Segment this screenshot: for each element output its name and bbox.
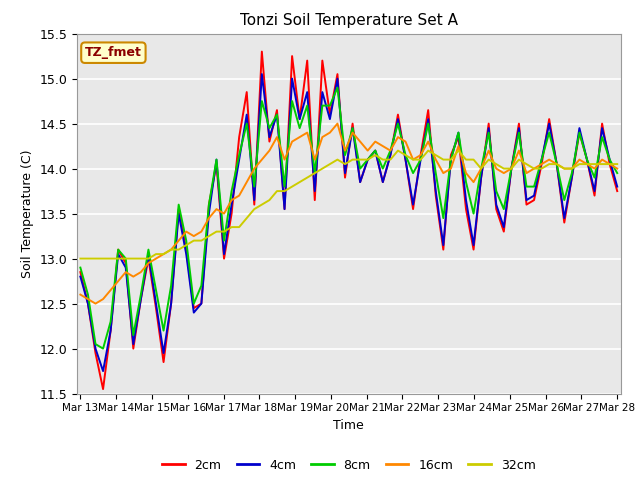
- X-axis label: Time: Time: [333, 419, 364, 432]
- Y-axis label: Soil Temperature (C): Soil Temperature (C): [20, 149, 34, 278]
- Legend: 2cm, 4cm, 8cm, 16cm, 32cm: 2cm, 4cm, 8cm, 16cm, 32cm: [157, 454, 541, 477]
- Title: Tonzi Soil Temperature Set A: Tonzi Soil Temperature Set A: [240, 13, 458, 28]
- Text: TZ_fmet: TZ_fmet: [85, 46, 142, 59]
